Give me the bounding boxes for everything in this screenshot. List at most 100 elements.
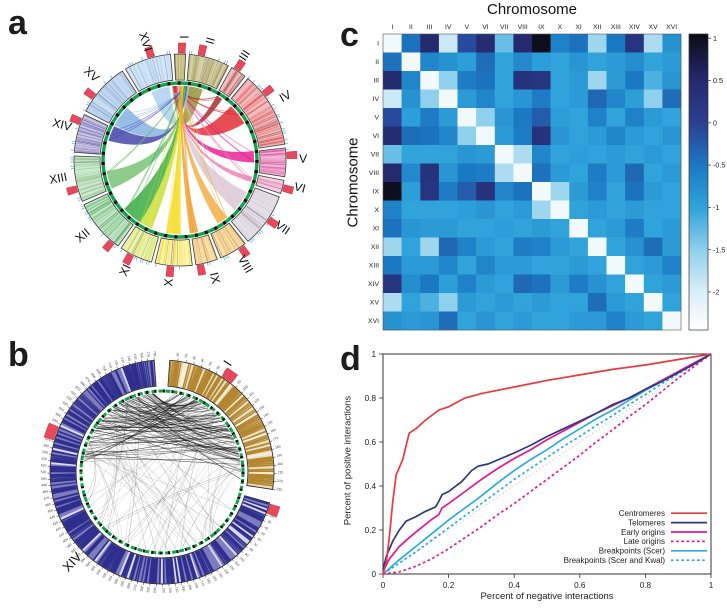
sector-stripe <box>233 220 251 239</box>
ribbon-strand-XI <box>144 86 185 226</box>
sector-stripe <box>260 170 285 175</box>
sector-stripe <box>78 180 102 188</box>
sector-stripe <box>100 91 119 108</box>
heatmap-cell <box>457 311 477 331</box>
sector-stripe <box>112 79 129 99</box>
coord-tick-label: 210 <box>174 587 179 593</box>
link-dark <box>136 397 241 480</box>
heatmap-cell <box>383 89 402 109</box>
y-tick-label: 0.6 <box>365 438 377 447</box>
sector-stripe <box>88 108 110 121</box>
outer-tick <box>233 65 236 69</box>
sector-stripe <box>259 137 283 144</box>
heatmap-cell <box>401 311 421 331</box>
centromere-block-XIV <box>69 113 82 125</box>
heatmap-cell <box>569 182 589 201</box>
sector-stripe <box>164 56 169 80</box>
sector-stripe <box>200 238 208 262</box>
coord-tick-label: 750 <box>132 353 137 360</box>
centromere-block-2 <box>43 422 59 441</box>
roc-chart: 0 0.2 0.4 0.6 0.8 1 0 0.2 0.4 0.6 0.8 1 CentromeresT… <box>365 350 714 590</box>
sector-stripe <box>100 377 116 400</box>
outer-tick <box>252 79 256 83</box>
coord-tick <box>72 542 76 545</box>
sector-stripe <box>75 167 100 171</box>
outer-tick <box>120 249 123 253</box>
heatmap-cell <box>587 71 607 90</box>
sector-stripe <box>51 485 77 491</box>
ribbon-strand-XII <box>125 85 185 211</box>
heatmap-cell <box>569 89 589 109</box>
link-dark <box>101 405 206 422</box>
sector-stripe <box>136 63 148 87</box>
sector-stripe <box>244 438 269 448</box>
sector-stripe <box>227 225 243 246</box>
sector-stripe <box>241 504 265 517</box>
heatmap-cell <box>662 311 682 331</box>
sector-stripe <box>76 140 101 146</box>
coord-tick-label: 730 <box>119 357 125 364</box>
sector-stripe <box>167 55 171 80</box>
link-light <box>159 412 215 552</box>
heatmap-cell <box>643 108 663 127</box>
sector-stripe <box>89 200 111 214</box>
coord-tick <box>141 359 143 362</box>
sector-stripe <box>223 393 243 413</box>
coord-tick <box>205 575 207 578</box>
coord-tick-label: 350 <box>85 561 92 568</box>
panel-c: c Chromosome Chromosome I II III IV V VI VII VI… <box>335 0 727 338</box>
sector-stripe <box>231 521 254 538</box>
sector-stripe <box>235 412 258 428</box>
heatmap-cell <box>587 34 607 53</box>
heatmap-cell <box>457 71 477 90</box>
outer-tick <box>127 63 130 67</box>
sector-stripe <box>235 414 259 429</box>
coord-tick <box>51 441 55 443</box>
heatmap-cell <box>606 274 626 294</box>
coord-tick-label: 110 <box>234 560 241 567</box>
sector-stripe <box>248 462 274 466</box>
heatmap-cell <box>476 145 495 164</box>
sector-stripe <box>81 121 105 132</box>
heatmap-cell <box>457 200 477 220</box>
sector-stripe <box>88 107 110 120</box>
sector-stripe <box>254 120 278 130</box>
sector-stripe <box>90 105 111 119</box>
curve-late-origins <box>382 353 712 575</box>
sector-stripe <box>92 101 113 116</box>
sector-stripe <box>202 373 217 397</box>
outer-tick <box>148 261 150 265</box>
sector-stripe <box>207 235 217 259</box>
coord-tick-label: 490 <box>41 483 47 488</box>
sector-stripe <box>192 239 198 264</box>
sector-stripe <box>140 234 150 258</box>
sector-stripe <box>159 56 165 81</box>
sector-stripe <box>260 149 285 153</box>
sector-stripe <box>93 205 114 220</box>
sector-stripe <box>86 196 108 208</box>
sector-stripe <box>187 240 191 265</box>
coord-tick <box>231 559 234 562</box>
colorbar <box>688 33 709 331</box>
heatmap-cell <box>550 237 570 257</box>
heatmap-cell <box>476 274 495 294</box>
chromosome-label-V: V <box>299 152 307 166</box>
sector-stripe <box>182 363 190 389</box>
coord-tick-label: 670 <box>84 376 91 383</box>
legend-label-0: Centromeres <box>619 509 665 518</box>
sector-stripe <box>58 502 82 515</box>
link-light <box>205 423 225 538</box>
sector-stripe <box>80 185 104 194</box>
sector-stripe <box>206 376 222 400</box>
heatmap-col-label: IV <box>445 24 452 31</box>
heatmap-cell <box>606 89 626 109</box>
sector-stripe <box>245 206 266 222</box>
sector-stripe <box>92 205 113 219</box>
coord-tick-label: 100 <box>242 385 249 392</box>
sector-stripe <box>239 421 262 434</box>
panel-c-letter: c <box>340 16 359 54</box>
heatmap-cell <box>606 256 626 275</box>
link-dark <box>85 440 235 453</box>
sector-stripe <box>226 529 246 547</box>
sector-stripe <box>76 399 97 417</box>
